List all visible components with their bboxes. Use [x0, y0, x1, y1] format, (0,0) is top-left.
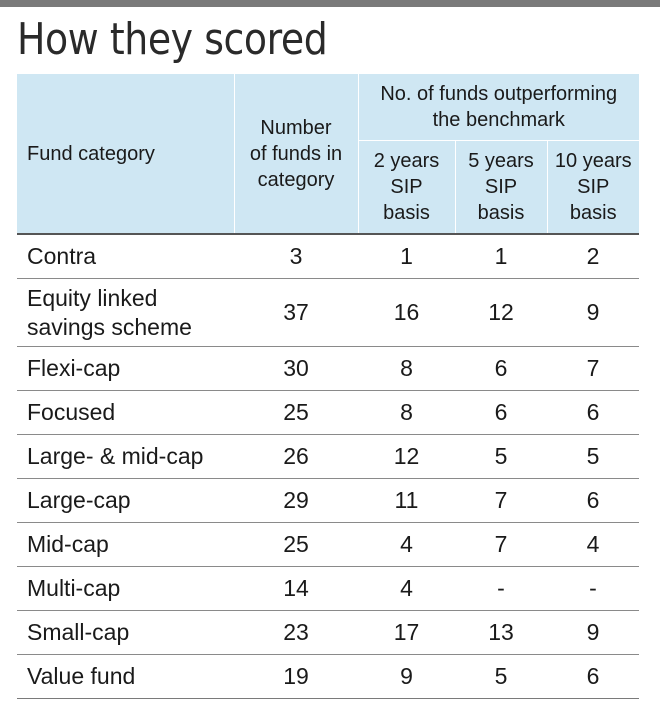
header-5-years: 5 years SIP basis — [455, 140, 548, 235]
category-line: Large-cap — [27, 487, 131, 513]
header-sub-line: basis — [383, 202, 430, 224]
cell-10-years: 6 — [547, 390, 640, 435]
cell-category: Focused — [17, 390, 234, 435]
cell-2-years: 8 — [358, 390, 455, 435]
cell-category: Flexi-cap — [17, 346, 234, 391]
cell-5-years: 13 — [455, 610, 547, 655]
cell-category: Equity linked savings scheme — [17, 278, 234, 347]
header-sub-line: 5 years — [468, 150, 534, 172]
cell-2-years: 11 — [358, 478, 455, 523]
cell-5-years: 5 — [455, 434, 547, 479]
header-sub-line: basis — [569, 202, 617, 224]
cell-category: Large- & mid-cap — [17, 434, 234, 479]
header-sub-line: SIP — [390, 176, 423, 198]
cell-2-years: 4 — [358, 522, 455, 567]
header-2-years: 2 years SIP basis — [358, 140, 456, 235]
header-group-line: the benchmark — [432, 109, 565, 131]
cell-10-years: 6 — [547, 654, 640, 699]
cell-number: 14 — [234, 566, 358, 611]
category-line: Large- & mid-cap — [27, 443, 204, 469]
cell-number: 19 — [234, 654, 358, 699]
table-row: Mid-cap 25 4 7 4 — [17, 522, 640, 567]
cell-category: Mid-cap — [17, 522, 234, 567]
cell-5-years: 7 — [455, 478, 547, 523]
cell-category: Value fund — [17, 654, 234, 699]
category-line: Focused — [27, 399, 116, 425]
header-sub-line: SIP — [484, 176, 518, 198]
table-row: Equity linked savings scheme 37 16 12 9 — [17, 278, 640, 347]
cell-10-years: 2 — [547, 234, 640, 279]
category-line: Contra — [27, 243, 97, 269]
header-sub-line: 2 years — [373, 150, 440, 172]
cell-number: 29 — [234, 478, 358, 523]
cell-number: 26 — [234, 434, 358, 479]
category-line: Value fund — [27, 663, 136, 689]
cell-number: 25 — [234, 522, 358, 567]
cell-5-years: 5 — [455, 654, 547, 699]
category-line: Equity linked — [27, 284, 158, 311]
table-row: Multi-cap 14 4 - - — [17, 566, 640, 611]
table-row: Focused 25 8 6 6 — [17, 390, 640, 435]
category-line: savings scheme — [27, 313, 192, 340]
category-line: Flexi-cap — [27, 355, 121, 381]
cell-number: 37 — [234, 278, 358, 347]
cell-2-years: 1 — [358, 234, 455, 279]
cell-category: Large-cap — [17, 478, 234, 523]
cell-10-years: 9 — [547, 610, 640, 655]
table-row: Flexi-cap 30 8 6 7 — [17, 346, 640, 391]
header-sub-line: SIP — [577, 176, 610, 198]
fund-score-table: Fund category Number of funds in categor… — [17, 74, 640, 699]
top-rule — [0, 0, 660, 7]
cell-number: 30 — [234, 346, 358, 391]
cell-10-years: 7 — [547, 346, 640, 391]
header-outperforming-group: No. of funds outperforming the benchmark — [358, 74, 640, 141]
header-group-line: No. of funds outperforming — [380, 83, 618, 105]
table-row: Contra 3 1 1 2 — [17, 234, 640, 279]
cell-2-years: 4 — [358, 566, 455, 611]
cell-10-years: - — [547, 566, 640, 611]
category-line: Mid-cap — [27, 531, 109, 557]
cell-5-years: - — [455, 566, 547, 611]
header-fund-category: Fund category — [17, 74, 235, 235]
header-number-line: of funds in — [249, 142, 343, 165]
cell-10-years: 6 — [547, 478, 640, 523]
header-10-years: 10 years SIP basis — [547, 140, 640, 235]
cell-10-years: 9 — [547, 278, 640, 347]
cell-2-years: 12 — [358, 434, 455, 479]
table-row: Large-cap 29 11 7 6 — [17, 478, 640, 523]
header-sub-line: basis — [477, 202, 525, 224]
table-row: Large- & mid-cap 26 12 5 5 — [17, 434, 640, 479]
cell-5-years: 7 — [455, 522, 547, 567]
cell-number: 3 — [234, 234, 358, 279]
table-row: Value fund 19 9 5 6 — [17, 654, 640, 699]
category-line: Small-cap — [27, 619, 130, 645]
table-body: Contra 3 1 1 2 Equity linked savings sch… — [17, 234, 640, 699]
cell-2-years: 17 — [358, 610, 455, 655]
cell-5-years: 12 — [455, 278, 547, 347]
cell-category: Contra — [17, 234, 234, 279]
cell-5-years: 1 — [455, 234, 547, 279]
table-row: Small-cap 23 17 13 9 — [17, 610, 640, 655]
cell-2-years: 9 — [358, 654, 455, 699]
page-title: How they scored — [17, 14, 328, 65]
cell-10-years: 4 — [547, 522, 640, 567]
cell-number: 23 — [234, 610, 358, 655]
cell-category: Multi-cap — [17, 566, 234, 611]
cell-5-years: 6 — [455, 390, 547, 435]
cell-category: Small-cap — [17, 610, 234, 655]
cell-number: 25 — [234, 390, 358, 435]
cell-5-years: 6 — [455, 346, 547, 391]
category-line: Multi-cap — [27, 575, 121, 601]
header-sub-line: 10 years — [554, 150, 632, 172]
header-number-line: Number — [260, 116, 332, 139]
header-number-line: category — [257, 168, 335, 191]
cell-2-years: 16 — [358, 278, 455, 347]
cell-10-years: 5 — [547, 434, 640, 479]
cell-2-years: 8 — [358, 346, 455, 391]
header-number-of-funds: Number of funds in category — [234, 74, 359, 235]
table-header: Fund category Number of funds in categor… — [17, 74, 640, 235]
